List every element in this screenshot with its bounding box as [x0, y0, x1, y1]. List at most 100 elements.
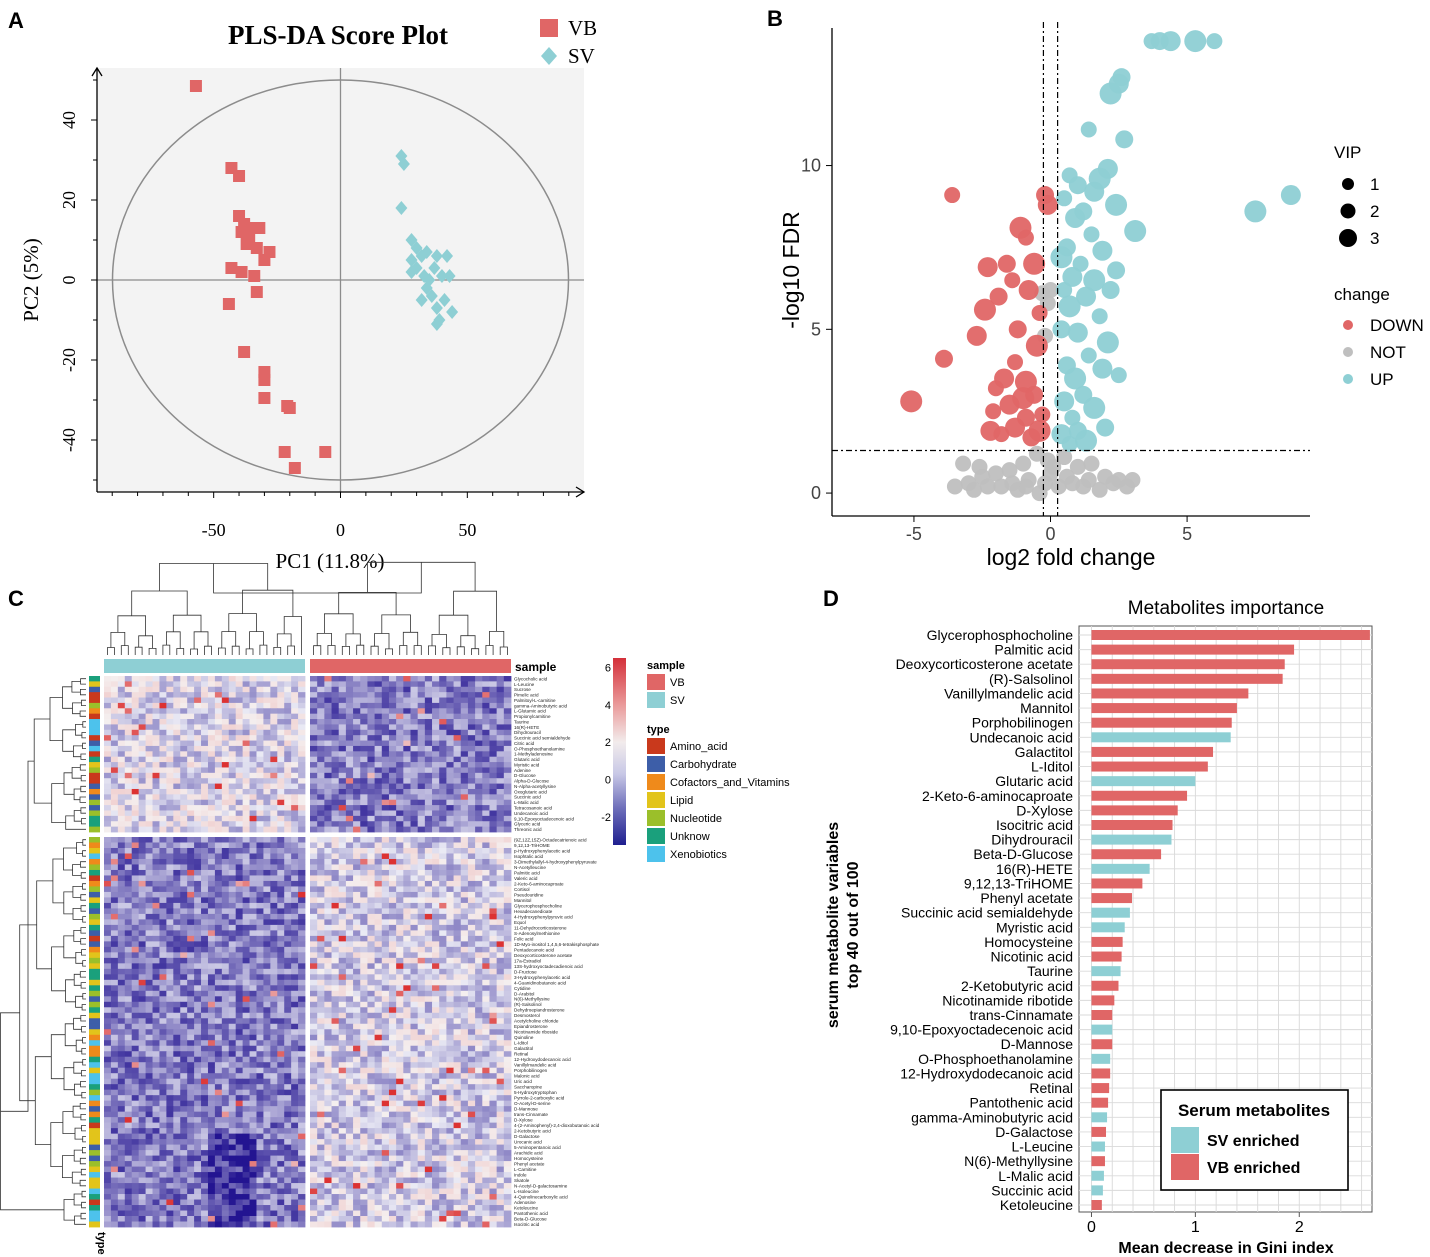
heatmap-cell	[503, 783, 512, 790]
heatmap-cell	[338, 826, 347, 833]
heatmap-cell	[467, 1040, 476, 1047]
heatmap-cell	[138, 1056, 146, 1063]
heatmap-cell	[446, 778, 454, 784]
heatmap-cell	[207, 974, 216, 981]
heatmap-cell	[145, 826, 153, 833]
heatmap-cell	[381, 735, 390, 741]
heatmap-cell	[381, 941, 390, 948]
heatmap-cell	[187, 880, 195, 887]
heatmap-cell	[396, 1084, 404, 1091]
heatmap-cell	[138, 952, 146, 959]
heatmap-cell	[410, 826, 419, 833]
heatmap-cell	[221, 974, 230, 981]
heatmap-cell	[496, 1117, 505, 1124]
heatmap-cell	[460, 1012, 469, 1019]
heatmap-cell	[475, 1128, 483, 1135]
heatmap-cell	[277, 1023, 285, 1030]
heatmap-cell	[277, 745, 285, 752]
heatmap-cell	[310, 941, 318, 948]
heatmap-cell	[228, 875, 237, 882]
heatmap-cell	[117, 837, 126, 843]
heatmap-cell	[214, 1040, 223, 1047]
heatmap-cell	[180, 724, 188, 731]
heatmap-cell	[187, 869, 195, 876]
heatmap-cell	[180, 902, 188, 909]
heatmap-cell	[201, 815, 209, 822]
heatmap-cell	[381, 788, 390, 795]
heatmap-cell	[360, 1089, 368, 1096]
heatmap-cell	[453, 979, 462, 986]
heatmap-cell	[138, 713, 146, 720]
heatmap-cell	[381, 810, 390, 817]
heatmap-cell	[467, 930, 476, 937]
heatmap-cell	[331, 810, 340, 817]
heatmap-cell	[338, 1117, 347, 1124]
heatmap-cell	[396, 751, 404, 758]
heatmap-cell	[324, 957, 332, 964]
heatmap-cell	[145, 735, 153, 741]
heatmap-cell	[374, 1089, 383, 1096]
heatmap-cell	[467, 913, 476, 920]
vb-point	[258, 392, 271, 404]
heatmap-cell	[180, 1095, 188, 1102]
heatmap-cell	[338, 1122, 347, 1129]
heatmap-cell	[503, 902, 512, 909]
heatmap-cell	[291, 858, 299, 865]
heatmap-cell	[331, 1111, 340, 1118]
heatmap-cell	[138, 869, 146, 876]
heatmap-cell	[345, 692, 354, 698]
heatmap-cell	[317, 1023, 325, 1030]
heatmap-cell	[446, 1034, 454, 1041]
heatmap-cell	[124, 979, 133, 986]
heatmap-cell	[277, 919, 285, 926]
change-legend-label: NOT	[1370, 343, 1406, 362]
heatmap-cell	[117, 686, 126, 693]
heatmap-cell	[403, 957, 411, 964]
heatmap-cell	[214, 686, 223, 693]
heatmap-cell	[403, 1034, 411, 1041]
heatmap-cell	[138, 810, 146, 817]
heatmap-cell	[475, 891, 483, 898]
heatmap-cell	[410, 886, 419, 893]
heatmap-cell	[417, 772, 426, 779]
heatmap-cell	[324, 1051, 332, 1058]
heatmap-cell	[439, 946, 447, 953]
heatmap-cell	[432, 853, 440, 860]
heatmap-cell	[124, 941, 133, 948]
heatmap-cell	[180, 996, 188, 1003]
heatmap-cell	[489, 767, 498, 774]
heatmap-cell	[396, 930, 404, 937]
heatmap-cell	[439, 1128, 447, 1135]
heatmap-cell	[228, 740, 237, 747]
heatmap-cell	[228, 708, 237, 715]
heatmap-cell	[187, 745, 195, 752]
heatmap-cell	[403, 794, 411, 801]
heatmap-cell	[228, 1018, 237, 1025]
heatmap-cell	[388, 919, 397, 926]
heatmap-cell	[453, 821, 462, 828]
heatmap-cell	[166, 740, 174, 747]
heatmap-cell	[396, 692, 404, 698]
heatmap-cell	[403, 1007, 411, 1014]
heatmap-cell	[201, 772, 209, 779]
heatmap-cell	[110, 681, 119, 688]
heatmap-cell	[104, 692, 112, 698]
heatmap-cell	[396, 1001, 404, 1008]
heatmap-cell	[439, 919, 447, 926]
heatmap-cell	[374, 847, 383, 854]
heatmap-cell	[381, 778, 390, 784]
heatmap-cell	[381, 930, 390, 937]
heatmap-cell	[432, 740, 440, 747]
heatmap-cell	[388, 952, 397, 959]
heatmap-cell	[410, 1084, 419, 1091]
heatmap-cell	[235, 924, 244, 931]
volcano-y-axis-label: -log10 FDR	[778, 211, 804, 329]
heatmap-cell	[201, 1040, 209, 1047]
heatmap-cell	[214, 745, 223, 752]
heatmap-cell	[166, 735, 174, 741]
heatmap-cell	[403, 1084, 411, 1091]
heatmap-cell	[417, 724, 426, 731]
heatmap-cell	[159, 719, 167, 725]
heatmap-cell	[173, 847, 181, 854]
heatmap-cell	[145, 708, 153, 715]
